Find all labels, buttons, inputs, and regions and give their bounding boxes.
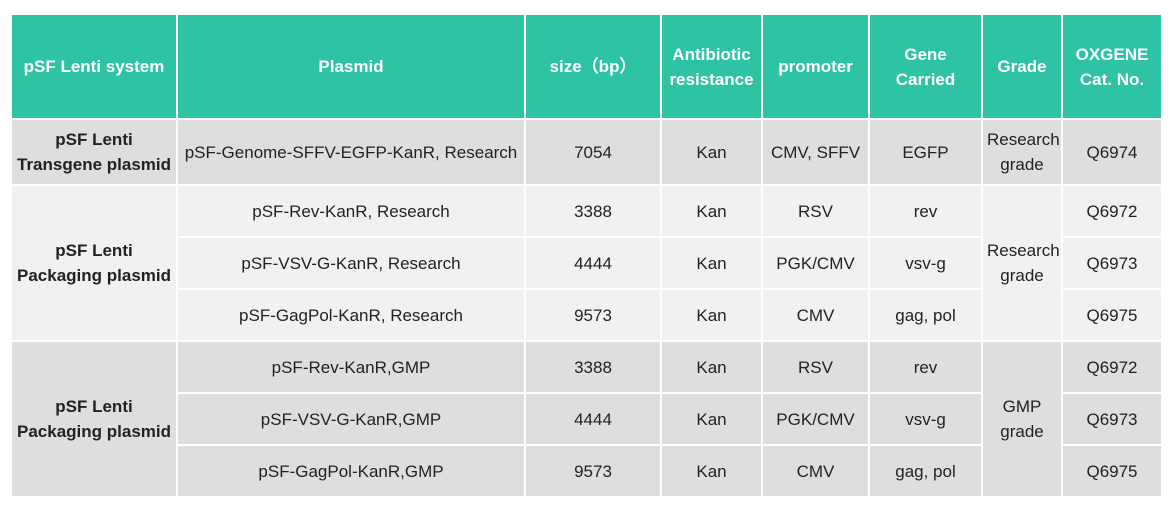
grade-cell: Research grade [981, 118, 1063, 186]
header-plasmid: Plasmid [176, 13, 526, 120]
header-antibiotic-line2: resistance [669, 69, 754, 89]
group-system-cell: pSF Lenti Packaging plasmid [10, 340, 178, 498]
size-cell: 7054 [524, 118, 662, 186]
antibiotic-cell: Kan [660, 444, 763, 498]
grade-line1: GMP [1002, 397, 1042, 416]
gene-cell: EGFP [868, 118, 983, 186]
grade-line1: Research [987, 241, 1060, 260]
header-gene-line2: Carried [895, 69, 956, 89]
plasmid-cell: pSF-GagPol-KanR,GMP [176, 444, 526, 498]
header-gene: Gene Carried [868, 13, 983, 120]
plasmid-cell: pSF-Rev-KanR,GMP [176, 340, 526, 394]
size-cell: 3388 [524, 340, 662, 394]
group-system-line2: Packaging plasmid [17, 266, 171, 285]
header-antibiotic-line1: Antibiotic [672, 44, 751, 64]
header-cat-line2: Cat. No. [1079, 69, 1145, 89]
size-cell: 4444 [524, 392, 662, 446]
table-row: pSF Lenti Packaging plasmid pSF-Rev-KanR,… [10, 184, 1163, 342]
table-row: pSF-GagPol-KanR, Research 9573 Kan CMV g… [11, 288, 1163, 342]
plasmid-cell: pSF-VSV-G-KanR, Research [176, 236, 526, 290]
size-cell: 4444 [524, 236, 662, 290]
header-cat-line1: OXGENE [1075, 44, 1149, 64]
cat-no-cell: Q6972 [1061, 184, 1163, 238]
cat-no-cell: Q6975 [1061, 288, 1163, 342]
header-promoter: promoter [761, 13, 870, 120]
header-system: pSF Lenti system [10, 13, 178, 120]
size-cell: 3388 [524, 184, 662, 238]
group-system-line2: Transgene plasmid [17, 155, 171, 174]
table-row: pSF-GagPol-KanR,GMP 9573 Kan CMV gag, po… [11, 444, 1163, 498]
antibiotic-cell: Kan [660, 236, 763, 290]
plasmid-cell: pSF-GagPol-KanR, Research [176, 288, 526, 342]
promoter-cell: CMV [761, 288, 870, 342]
group-system-line2: Packaging plasmid [17, 422, 171, 441]
table-row: pSF Lenti Packaging plasmid pSF-Rev-KanR,… [10, 340, 1163, 498]
group-system-line1: pSF Lenti [55, 130, 133, 149]
table-header-row: pSF Lenti system Plasmid size（bp） Antibi… [10, 13, 1163, 120]
antibiotic-cell: Kan [660, 118, 763, 186]
grade-line1: Research [987, 130, 1060, 149]
promoter-cell: RSV [761, 184, 870, 238]
grade-line2: grade [1000, 266, 1044, 285]
grade-line2: grade [1000, 422, 1044, 441]
gene-cell: vsv-g [868, 236, 983, 290]
table-row: pSF-VSV-G-KanR,GMP 4444 Kan PGK/CMV vsv-… [11, 392, 1163, 446]
antibiotic-cell: Kan [660, 184, 763, 238]
size-cell: 9573 [524, 444, 662, 498]
promoter-cell: PGK/CMV [761, 236, 870, 290]
antibiotic-cell: Kan [660, 340, 763, 394]
plasmid-cell: pSF-Genome-SFFV-EGFP-KanR, Research [176, 118, 526, 186]
gene-cell: rev [868, 184, 983, 238]
promoter-cell: CMV, SFFV [761, 118, 870, 186]
promoter-cell: CMV [761, 444, 870, 498]
grade-cell: Research grade [981, 184, 1063, 342]
plasmid-cell: pSF-Rev-KanR, Research [176, 184, 526, 238]
antibiotic-cell: Kan [660, 392, 763, 446]
header-cat-no: OXGENE Cat. No. [1061, 13, 1163, 120]
size-cell: 9573 [524, 288, 662, 342]
plasmid-table: pSF Lenti system Plasmid size（bp） Antibi… [10, 13, 1163, 498]
header-grade: Grade [981, 13, 1063, 120]
table-row: pSF Lenti Transgene plasmid pSF-Genome-SF… [10, 118, 1163, 186]
gene-cell: gag, pol [868, 444, 983, 498]
header-size: size（bp） [524, 13, 662, 120]
header-antibiotic: Antibiotic resistance [660, 13, 763, 120]
gene-cell: gag, pol [868, 288, 983, 342]
group-system-cell: pSF Lenti Packaging plasmid [10, 184, 178, 342]
table-row: pSF-VSV-G-KanR, Research 4444 Kan PGK/CM… [11, 236, 1163, 290]
grade-cell: GMP grade [981, 340, 1063, 498]
promoter-cell: PGK/CMV [761, 392, 870, 446]
cat-no-cell: Q6973 [1061, 236, 1163, 290]
gene-cell: rev [868, 340, 983, 394]
grade-line2: grade [1000, 155, 1044, 174]
plasmid-cell: pSF-VSV-G-KanR,GMP [176, 392, 526, 446]
group-system-line1: pSF Lenti [55, 397, 133, 416]
cat-no-cell: Q6973 [1061, 392, 1163, 446]
header-gene-line1: Gene [904, 44, 947, 64]
cat-no-cell: Q6974 [1061, 118, 1163, 186]
antibiotic-cell: Kan [660, 288, 763, 342]
group-system-cell: pSF Lenti Transgene plasmid [10, 118, 178, 186]
cat-no-cell: Q6975 [1061, 444, 1163, 498]
group-system-line1: pSF Lenti [55, 241, 133, 260]
gene-cell: vsv-g [868, 392, 983, 446]
promoter-cell: RSV [761, 340, 870, 394]
cat-no-cell: Q6972 [1061, 340, 1163, 394]
